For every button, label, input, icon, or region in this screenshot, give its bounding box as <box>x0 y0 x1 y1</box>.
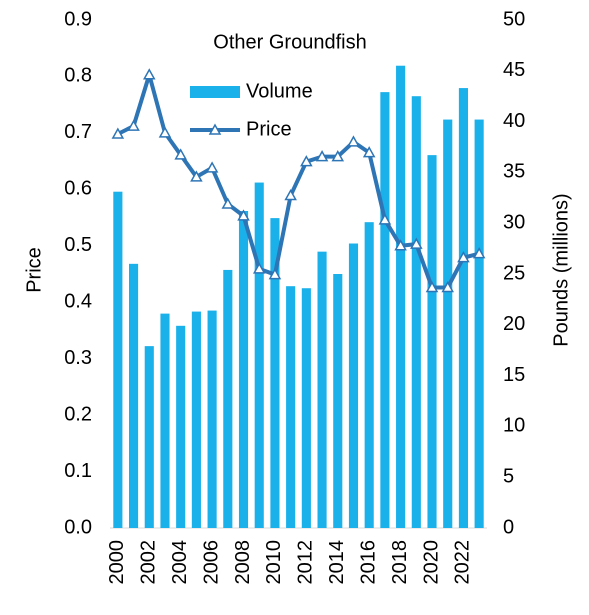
bar <box>113 191 123 529</box>
y-tick-label: 0.0 <box>64 516 92 538</box>
bar <box>191 311 201 528</box>
price-marker <box>127 119 140 131</box>
price-marker <box>252 262 266 274</box>
x-tick-label: 2012 <box>295 540 317 585</box>
y2-tick-label: 50 <box>503 8 525 30</box>
x-tick-label: 2010 <box>263 540 285 585</box>
x-tick-label: 2020 <box>420 540 442 585</box>
y2-tick-label: 0 <box>503 516 514 538</box>
x-tick-label: 2000 <box>106 540 128 585</box>
x-tick-label: 2002 <box>138 540 160 585</box>
price-marker <box>331 150 345 162</box>
y-tick-label: 0.5 <box>64 234 92 256</box>
price-marker <box>174 148 187 160</box>
y-tick-label: 0.6 <box>64 178 92 200</box>
price-marker <box>142 68 156 80</box>
price-line <box>116 72 480 290</box>
y2-tick-label: 10 <box>503 415 525 437</box>
bar <box>317 251 327 528</box>
price-marker <box>378 213 392 225</box>
bar <box>411 96 421 528</box>
price-marker <box>410 237 423 249</box>
bar <box>333 274 343 528</box>
legend-label: Volume <box>246 80 313 102</box>
y2-tick-label: 5 <box>503 465 514 487</box>
y2-tick-label: 25 <box>503 262 525 284</box>
x-tick-label: 2004 <box>169 540 191 585</box>
bar <box>474 119 484 529</box>
y-tick-label: 0.1 <box>64 460 92 482</box>
price-marker <box>284 188 297 201</box>
price-marker <box>237 209 250 221</box>
price-marker <box>347 135 360 147</box>
bar <box>223 269 233 528</box>
price-marker <box>221 197 235 209</box>
price-marker <box>472 247 486 259</box>
price-marker <box>425 281 439 293</box>
y2-axis-title: Pounds (millions) <box>550 193 572 346</box>
bar <box>443 119 453 529</box>
bar <box>458 88 468 529</box>
legend-swatch <box>190 86 240 98</box>
price-marker <box>394 239 407 251</box>
x-tick-label: 2008 <box>232 540 254 585</box>
bar <box>380 92 390 529</box>
bar <box>396 65 406 528</box>
x-tick-label: 2014 <box>326 540 348 585</box>
bar <box>286 286 296 528</box>
y-tick-label: 0.3 <box>64 347 92 369</box>
bar <box>144 346 154 528</box>
price-marker <box>268 268 282 280</box>
price-marker <box>315 150 329 162</box>
bar <box>176 325 186 528</box>
bar <box>129 263 139 528</box>
y-tick-label: 0.4 <box>64 291 92 313</box>
y-tick-label: 0.9 <box>64 8 92 30</box>
price-marker <box>441 281 455 293</box>
y-axis-title: Price <box>23 247 45 293</box>
y2-tick-label: 40 <box>503 110 525 132</box>
bar <box>364 222 374 528</box>
legend-label: Price <box>246 118 292 140</box>
price-marker <box>457 251 470 263</box>
bar <box>254 182 264 528</box>
bar <box>348 243 359 528</box>
y-tick-label: 0.2 <box>64 403 92 425</box>
y2-tick-label: 20 <box>503 313 525 335</box>
bar <box>238 211 249 528</box>
y2-tick-label: 15 <box>503 364 525 386</box>
price-marker <box>300 155 313 167</box>
chart-title: Other Groundfish <box>213 31 366 53</box>
x-tick-label: 2006 <box>200 540 222 585</box>
bar <box>427 155 437 529</box>
y-tick-label: 0.7 <box>64 121 92 143</box>
y2-tick-label: 35 <box>503 161 525 183</box>
x-tick-label: 2022 <box>452 540 474 585</box>
bar <box>270 218 280 528</box>
price-marker <box>190 170 203 182</box>
price-marker <box>362 146 376 158</box>
legend-marker <box>208 123 222 135</box>
x-tick-label: 2018 <box>389 540 411 585</box>
x-tick-label: 2016 <box>357 540 379 585</box>
price-marker <box>111 127 125 139</box>
y-tick-label: 0.8 <box>64 65 92 87</box>
bar <box>160 313 170 528</box>
price-marker <box>205 161 219 173</box>
bar <box>207 310 217 528</box>
y2-tick-label: 45 <box>503 59 525 81</box>
price-marker <box>158 126 172 138</box>
y2-tick-label: 30 <box>503 211 525 233</box>
bar <box>301 288 311 528</box>
